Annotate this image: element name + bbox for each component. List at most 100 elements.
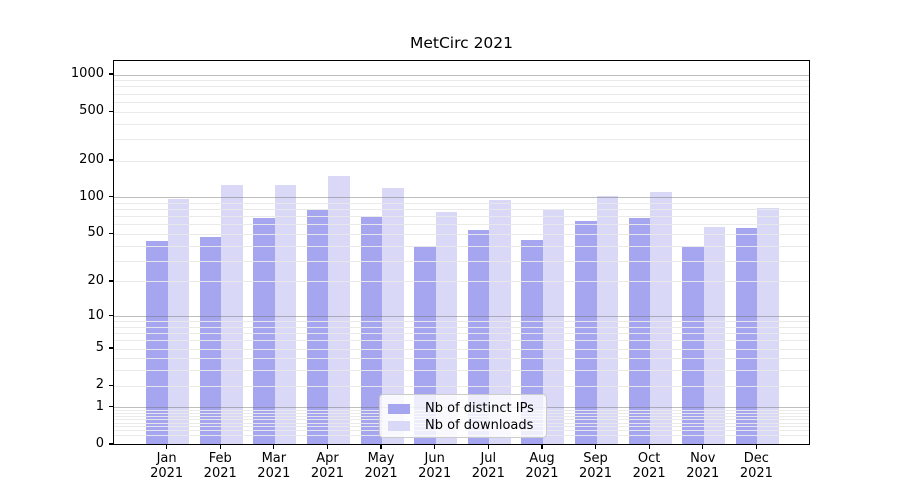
gridline-major — [114, 197, 809, 199]
gridline-minor — [114, 138, 809, 140]
gridline-minor — [114, 209, 809, 211]
y-tick-label: 50 — [87, 225, 104, 241]
x-tick-year: 2021 — [364, 465, 398, 481]
x-tick-label: Oct 2021 — [621, 451, 677, 481]
x-tick-label: Mar 2021 — [246, 451, 302, 481]
x-tick-mark — [648, 445, 650, 449]
y-tick-label: 1 — [95, 398, 104, 414]
gridline-minor — [114, 224, 809, 226]
gridline-minor — [114, 321, 809, 323]
y-tick-label: 20 — [87, 272, 104, 288]
x-tick-year: 2021 — [739, 465, 773, 481]
legend-swatch-distinct-ips — [388, 403, 410, 414]
bar-downloads-feb — [221, 184, 243, 445]
gridline-minor — [114, 348, 809, 350]
legend-label: Nb of distinct IPs — [425, 401, 534, 416]
legend: Nb of distinct IPs Nb of downloads — [379, 394, 547, 438]
gridline-minor — [114, 160, 809, 162]
legend-item: Nb of downloads — [388, 417, 546, 434]
x-tick-label: Jan 2021 — [139, 451, 195, 481]
gridline-minor — [114, 260, 809, 262]
x-tick-mark — [219, 445, 221, 449]
bar-downloads-nov — [703, 226, 726, 445]
bar-downloads-dec — [757, 207, 779, 445]
legend-item: Nb of distinct IPs — [388, 400, 546, 417]
gridline-minor — [114, 111, 809, 113]
bar-distinct-ips-nov — [682, 247, 704, 445]
gridline-minor — [114, 80, 809, 82]
y-tick-label: 0 — [95, 436, 104, 451]
x-tick-label: Apr 2021 — [299, 451, 355, 481]
gridline-minor — [114, 93, 809, 95]
x-tick-year: 2021 — [203, 465, 237, 481]
y-tick-label: 100 — [79, 188, 104, 204]
x-tick-year: 2021 — [310, 465, 344, 481]
x-tick-month: Nov — [690, 451, 716, 466]
bar-distinct-ips-aug — [521, 239, 543, 445]
x-tick-month: Dec — [743, 451, 769, 466]
x-tick-year: 2021 — [686, 465, 720, 481]
x-tick-mark — [326, 445, 329, 449]
x-tick-mark — [541, 445, 543, 449]
chart-title: MetCirc 2021 — [409, 34, 514, 52]
gridline-major — [114, 74, 809, 76]
x-tick-month: Oct — [637, 451, 661, 466]
x-tick-month: May — [367, 451, 395, 466]
x-tick-label: Jul 2021 — [460, 451, 516, 481]
bar-downloads-mar — [274, 184, 297, 445]
y-tick-label: 200 — [79, 152, 104, 168]
gridline-minor — [114, 86, 809, 88]
gridline-minor — [114, 202, 809, 204]
y-tick-label: 10 — [87, 307, 104, 323]
bar-downloads-may — [382, 188, 404, 445]
gridline-minor — [114, 245, 809, 247]
y-tick-mark — [109, 406, 113, 408]
y-tick-label: 2 — [95, 377, 104, 393]
y-tick-mark — [109, 159, 113, 161]
gridline-minor — [114, 370, 809, 372]
x-tick-label: Feb 2021 — [192, 451, 248, 481]
legend-swatch-downloads — [388, 420, 410, 431]
x-tick-month: Aug — [529, 451, 555, 466]
x-tick-month: Apr — [316, 451, 339, 466]
x-tick-year: 2021 — [257, 465, 291, 481]
x-tick-label: Aug 2021 — [514, 451, 570, 481]
y-tick-label: 500 — [79, 103, 104, 119]
x-tick-mark — [166, 445, 168, 449]
x-tick-year: 2021 — [525, 465, 559, 481]
y-tick-mark — [109, 347, 113, 349]
x-tick-mark — [702, 445, 704, 449]
x-tick-label: Nov 2021 — [675, 451, 731, 481]
gridline-minor — [114, 233, 809, 235]
x-tick-label: Sep 2021 — [568, 451, 624, 481]
bar-distinct-ips-sep — [575, 221, 597, 445]
bar-distinct-ips-may — [360, 216, 383, 445]
gridline-minor — [114, 281, 809, 283]
bar-distinct-ips-jul — [467, 230, 490, 445]
gridline-minor — [114, 123, 809, 125]
y-tick-mark — [109, 280, 113, 282]
x-tick-month: Feb — [208, 451, 232, 466]
x-tick-month: Sep — [583, 451, 608, 466]
x-tick-year: 2021 — [150, 465, 184, 481]
bar-downloads-apr — [328, 175, 350, 445]
x-tick-mark — [487, 445, 489, 449]
y-tick-mark — [109, 110, 113, 112]
x-tick-year: 2021 — [632, 465, 666, 481]
x-tick-month: Mar — [261, 451, 287, 466]
gridline-minor — [114, 216, 809, 218]
bar-downloads-sep — [596, 196, 619, 445]
x-tick-mark — [380, 445, 382, 449]
x-tick-label: May 2021 — [353, 451, 409, 481]
y-tick-mark — [109, 443, 113, 445]
x-tick-mark — [273, 445, 275, 449]
y-tick-mark — [109, 314, 113, 317]
x-tick-mark — [594, 445, 597, 449]
x-tick-mark — [755, 445, 757, 449]
legend-label: Nb of downloads — [425, 418, 534, 433]
bar-distinct-ips-jan — [146, 241, 168, 445]
x-tick-year: 2021 — [418, 465, 452, 481]
x-tick-month: Jun — [424, 451, 445, 466]
y-tick-mark — [109, 232, 113, 235]
